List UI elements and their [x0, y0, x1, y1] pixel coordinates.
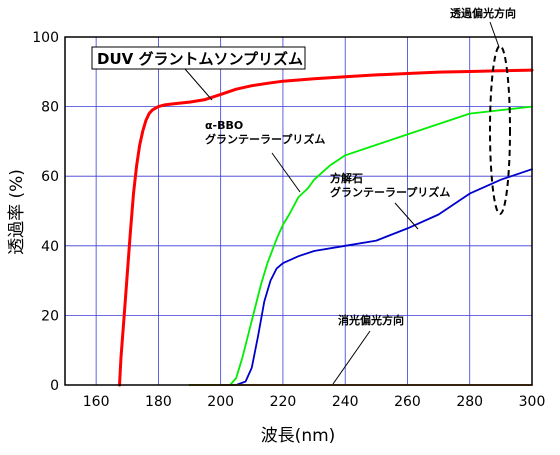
series-line-2 [219, 168, 533, 386]
tick-group: 160 180 200 220 240 260 280 300 0 20 40 60 80 100 [32, 30, 545, 410]
duv-label-box [91, 46, 306, 70]
y-tick-label: 60 [41, 169, 59, 185]
x-tick-label: 180 [145, 394, 172, 410]
x-axis-title: 波長(nm) [261, 426, 336, 446]
series-line-1 [188, 105, 533, 386]
extinction-label: 消光偏光方向 [338, 313, 404, 327]
plot-frame [64, 36, 533, 386]
y-tick-label: 40 [41, 239, 59, 255]
transmission-label: 透過偏光方向 [450, 6, 516, 20]
y-tick-label: 20 [41, 308, 59, 324]
duv-label: DUV グラントムソンプリズム [97, 50, 303, 68]
calcite-leader-line [394, 202, 419, 230]
series-line-0 [118, 68, 534, 387]
bbo-leader-line [271, 152, 301, 193]
transmission-leader-line [489, 21, 500, 48]
extinction-leader-line [332, 330, 371, 385]
x-tick-label: 260 [394, 394, 421, 410]
bbo-label-line2: グランテーラープリズム [205, 132, 325, 146]
y-tick-label: 100 [32, 30, 59, 46]
x-tick-label: 220 [270, 394, 297, 410]
x-tick-label: 160 [83, 394, 110, 410]
plot-background [65, 37, 532, 385]
x-tick-label: 280 [456, 394, 483, 410]
x-tick-label: 300 [519, 394, 546, 410]
x-tick-label: 200 [207, 394, 234, 410]
bbo-label-line1: α-BBO [205, 119, 243, 132]
x-tick-label: 240 [332, 394, 359, 410]
transmission-ellipse [489, 45, 511, 215]
y-tick-label: 0 [50, 378, 59, 394]
y-tick-label: 80 [41, 100, 59, 116]
duv-leader-line [184, 68, 213, 101]
y-axis-title: 透過率 (%) [7, 169, 27, 255]
calcite-label-line1: 方解石 [330, 171, 363, 185]
calcite-label-line2: グランテーラープリズム [330, 185, 450, 199]
